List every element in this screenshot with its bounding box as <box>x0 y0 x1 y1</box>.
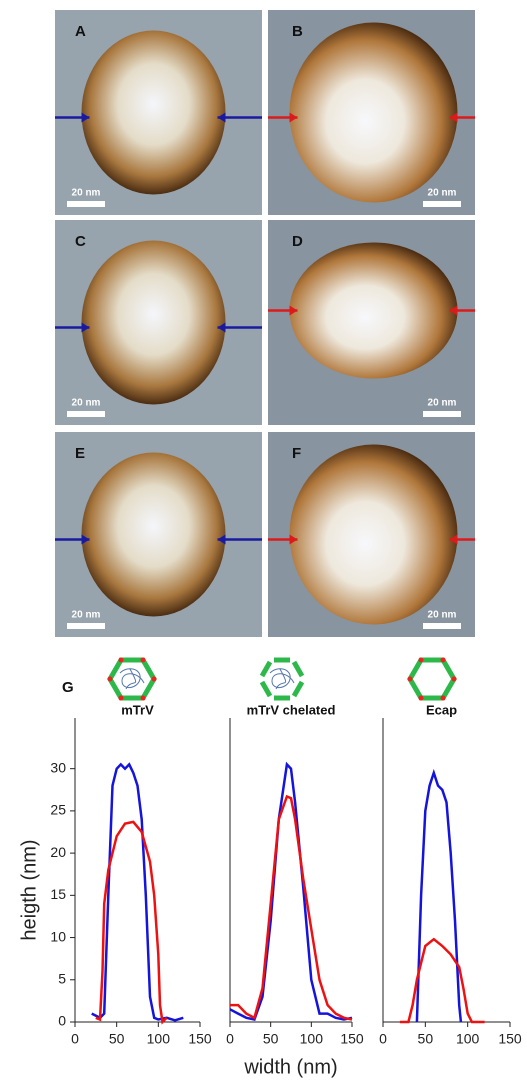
scale-bar-label: 20 nm <box>72 398 101 409</box>
x-tick-label: 0 <box>71 1031 79 1047</box>
image-panel: 20 nm E <box>55 432 262 637</box>
scale-bar-label: 20 nm <box>72 188 101 199</box>
x-tick-label: 100 <box>300 1031 324 1047</box>
profile-chart: 0 50 100 150 Ecap <box>379 702 522 1046</box>
profile-line <box>400 939 485 1022</box>
scale-bar <box>423 201 461 207</box>
x-tick-label: 150 <box>340 1031 364 1047</box>
image-panels: 20 nm A 20 nm B 20 nm C 20 nm D 20 nm E 20 nm F <box>55 10 475 637</box>
icon-chelated <box>262 660 302 698</box>
scale-bar <box>67 411 105 417</box>
scale-bar <box>67 623 105 629</box>
panel-label: D <box>292 233 303 250</box>
y-tick-label: 30 <box>50 759 66 775</box>
y-tick-label: 5 <box>58 970 66 986</box>
icon-mtrv <box>108 658 157 701</box>
x-tick-label: 0 <box>226 1031 234 1047</box>
image-panel: 20 nm C <box>55 220 262 425</box>
particle <box>290 23 458 203</box>
y-tick-label: 10 <box>50 928 66 944</box>
particle <box>82 453 226 617</box>
x-tick-label: 100 <box>147 1031 171 1047</box>
scale-bar <box>67 201 105 207</box>
particle <box>82 31 226 195</box>
scale-bar <box>423 411 461 417</box>
scale-bar <box>423 623 461 629</box>
figure: 20 nm A 20 nm B 20 nm C 20 nm D 20 nm E 20 nm F G 0… <box>0 0 527 1086</box>
panel-label: E <box>75 445 85 462</box>
profile-chart: 0 50 100 150 0 5 10 15 20 25 30 mTrV heigth (nm) <box>18 702 212 1046</box>
x-tick-label: 100 <box>456 1031 480 1047</box>
panel-label: B <box>292 23 303 40</box>
icon-ecap <box>408 658 457 701</box>
x-tick-label: 50 <box>263 1031 279 1047</box>
scale-bar-label: 20 nm <box>72 610 101 621</box>
panel-label: G <box>62 679 74 696</box>
scale-bar-label: 20 nm <box>428 398 457 409</box>
panel-label: F <box>292 445 301 462</box>
profile-chart: 0 50 100 150 mTrV chelated width (nm) <box>226 702 364 1078</box>
particle <box>82 241 226 405</box>
x-tick-label: 50 <box>418 1031 434 1047</box>
panel-label: C <box>75 233 86 250</box>
image-panel: 20 nm D <box>268 220 475 425</box>
y-axis-label: heigth (nm) <box>18 839 40 940</box>
panel-label: A <box>75 23 86 40</box>
profile-line <box>230 797 352 1020</box>
x-tick-label: 50 <box>109 1031 125 1047</box>
height-profiles: 0 50 100 150 0 5 10 15 20 25 30 mTrV heigth (nm) 0 50 1… <box>18 702 522 1078</box>
profile-line <box>417 773 461 1022</box>
x-tick-label: 150 <box>188 1031 212 1047</box>
y-tick-label: 15 <box>50 886 66 902</box>
y-tick-label: 0 <box>58 1013 66 1029</box>
particle <box>290 243 458 379</box>
image-panel: 20 nm F <box>268 432 475 637</box>
x-axis-label: width (nm) <box>243 1056 337 1078</box>
x-tick-label: 150 <box>498 1031 522 1047</box>
scale-bar-label: 20 nm <box>428 188 457 199</box>
chart-title: mTrV <box>121 702 154 717</box>
particle <box>290 445 458 625</box>
chart-title: Ecap <box>426 702 457 717</box>
scale-bar-label: 20 nm <box>428 610 457 621</box>
image-panel: 20 nm B <box>268 10 475 215</box>
x-tick-label: 0 <box>379 1031 387 1047</box>
y-tick-label: 20 <box>50 844 66 860</box>
chart-title: mTrV chelated <box>247 702 336 717</box>
image-panel: 20 nm A <box>55 10 262 215</box>
y-tick-label: 25 <box>50 802 66 818</box>
